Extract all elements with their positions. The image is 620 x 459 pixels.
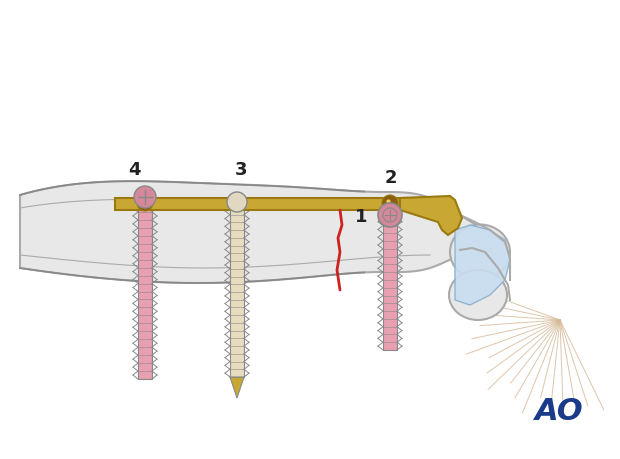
- Circle shape: [134, 186, 156, 208]
- Ellipse shape: [450, 224, 510, 280]
- Text: 1: 1: [355, 208, 368, 226]
- Polygon shape: [455, 225, 510, 305]
- Text: 2: 2: [385, 169, 397, 187]
- Polygon shape: [230, 377, 244, 398]
- Bar: [138, 204, 152, 379]
- Polygon shape: [20, 181, 490, 283]
- Bar: [383, 210, 397, 350]
- Bar: [115, 198, 450, 210]
- Circle shape: [227, 192, 247, 212]
- Text: 3: 3: [235, 161, 247, 179]
- Circle shape: [382, 195, 398, 211]
- Polygon shape: [400, 196, 462, 235]
- Ellipse shape: [449, 270, 507, 320]
- Circle shape: [137, 195, 153, 211]
- Bar: [230, 207, 244, 377]
- Text: AO: AO: [535, 397, 583, 426]
- Circle shape: [229, 195, 245, 211]
- Circle shape: [378, 203, 402, 227]
- Text: 4: 4: [128, 161, 141, 179]
